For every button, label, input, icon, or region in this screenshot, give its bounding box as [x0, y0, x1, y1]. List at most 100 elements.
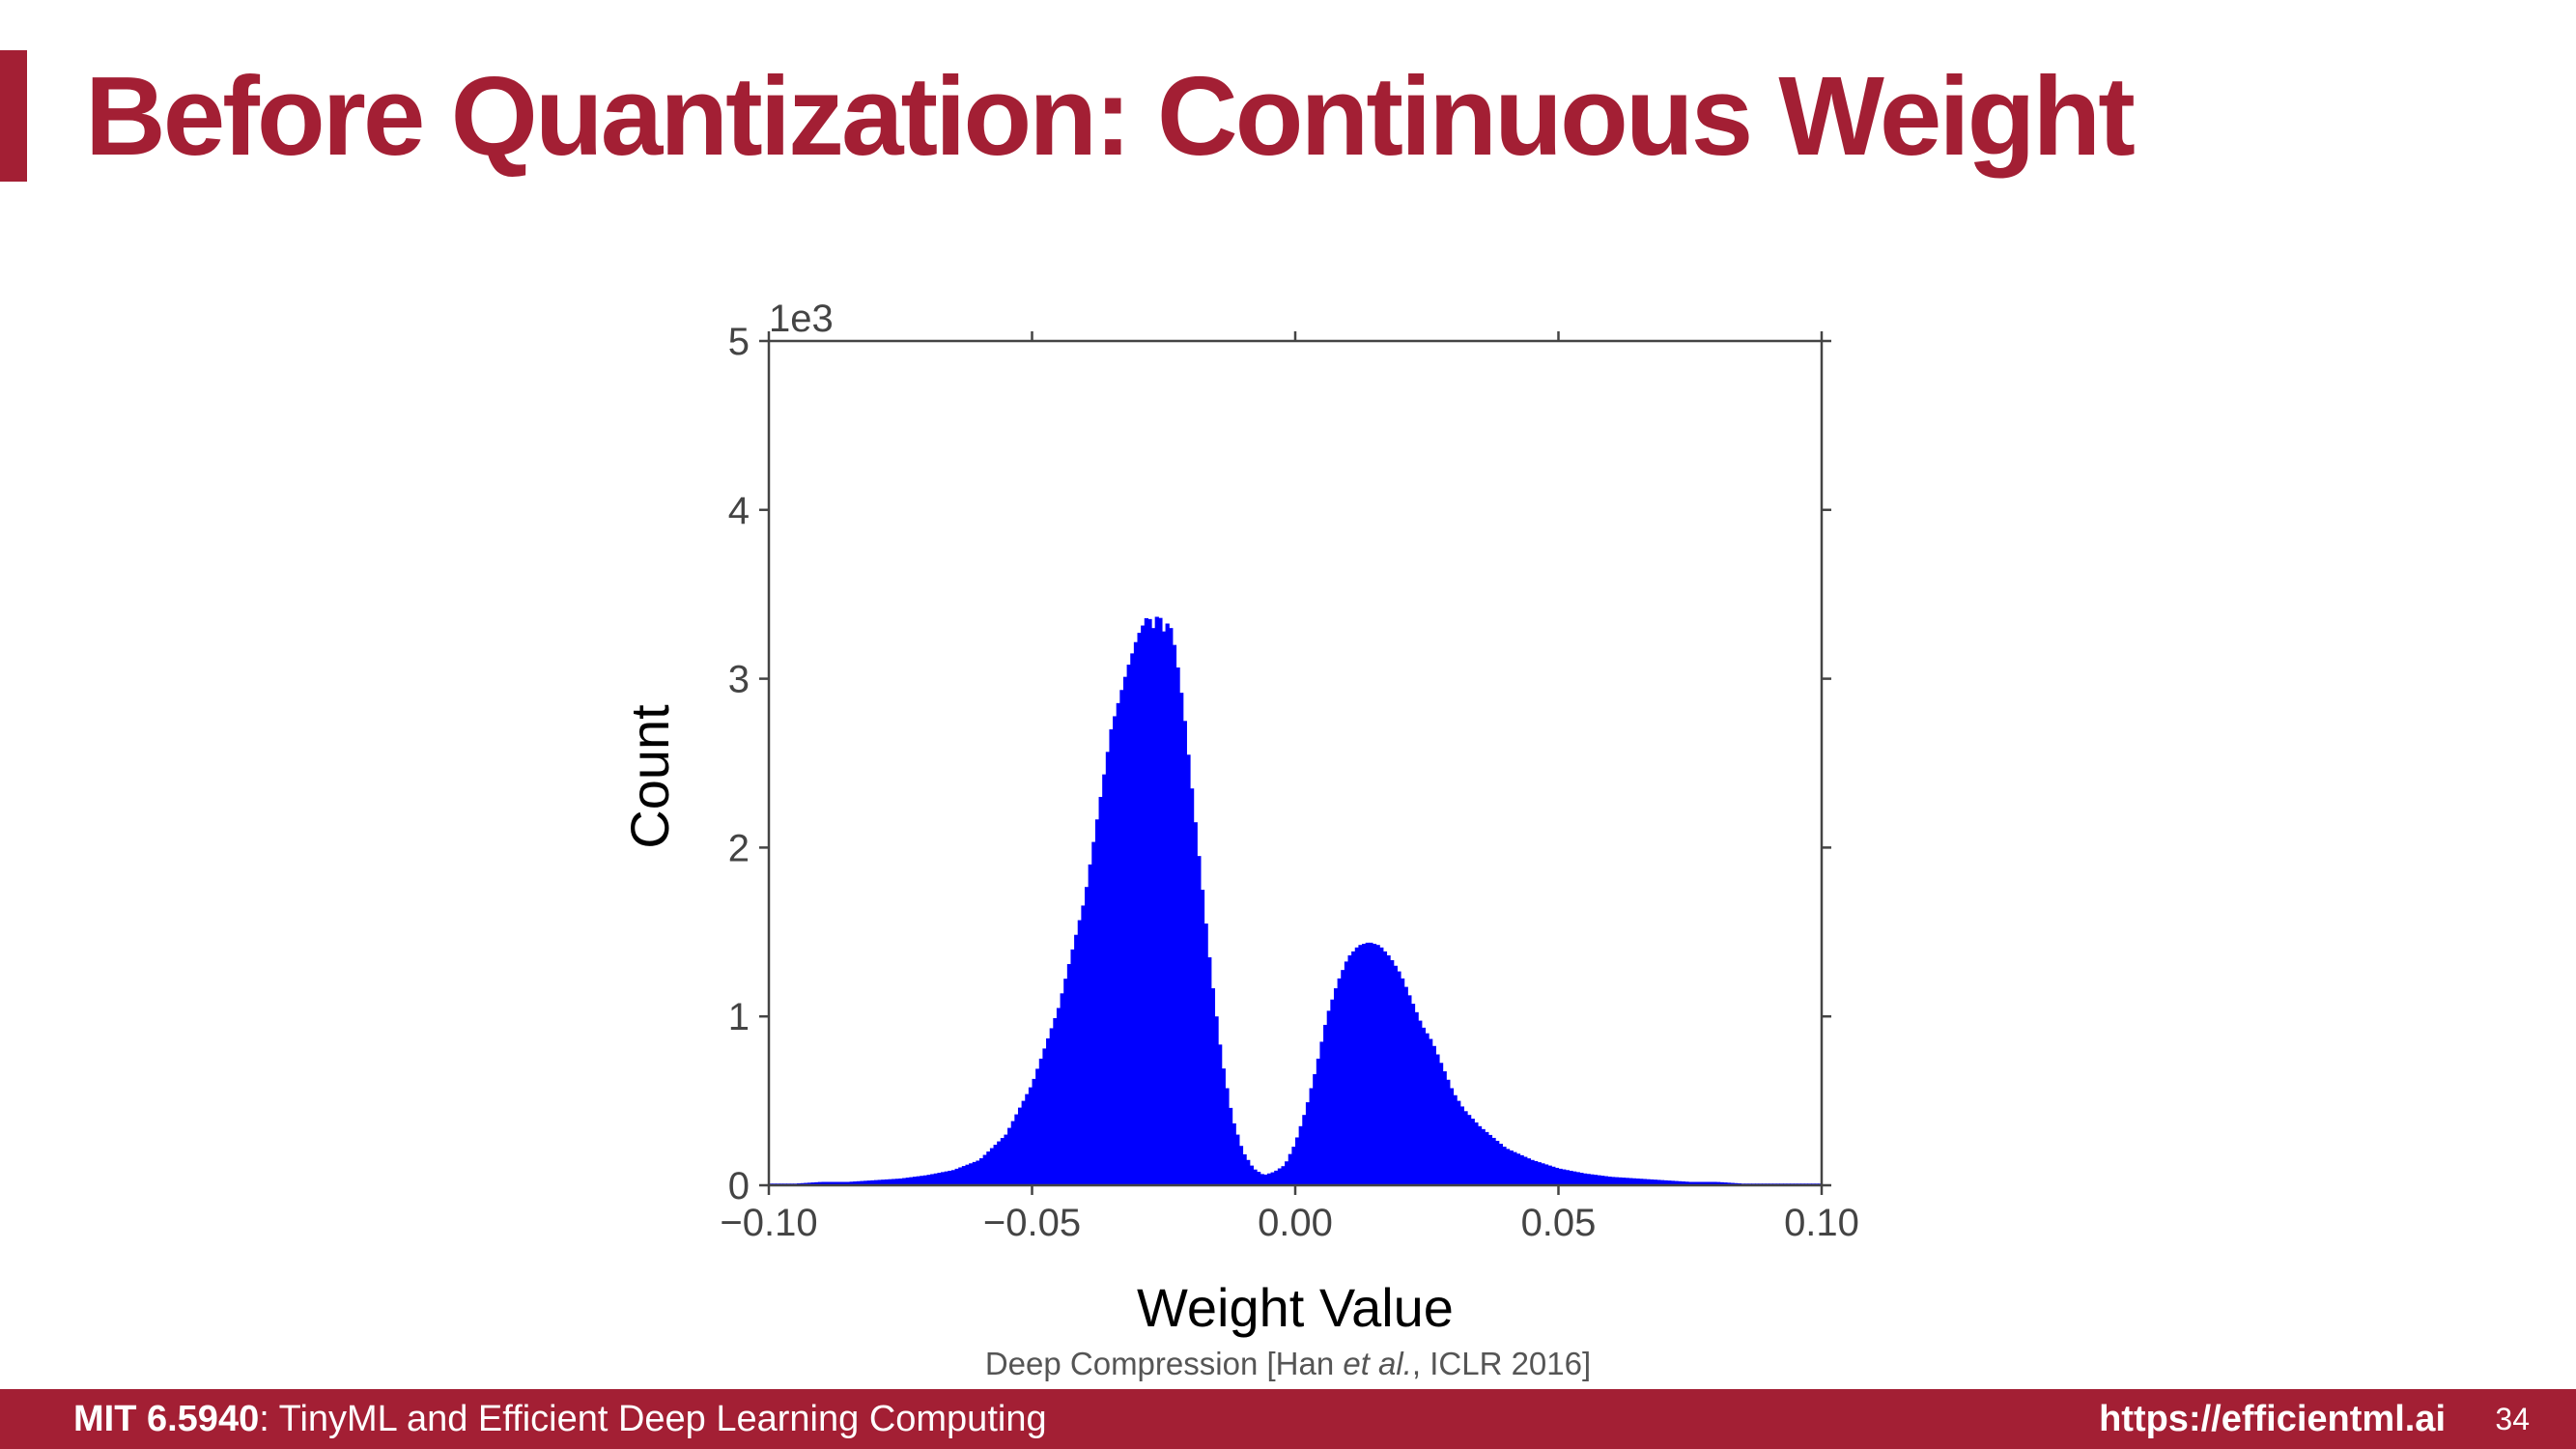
histogram-bar — [1590, 1174, 1595, 1185]
histogram-bar — [948, 1170, 952, 1185]
histogram-bar — [1726, 1182, 1732, 1185]
histogram-bar — [894, 1179, 900, 1185]
histogram-bar — [877, 1179, 882, 1185]
histogram-bar — [1154, 616, 1159, 1185]
histogram-bar — [1231, 1122, 1236, 1185]
histogram-bar — [1397, 971, 1401, 1185]
histogram-bar — [920, 1176, 924, 1185]
histogram-bar — [965, 1164, 970, 1185]
histogram-bar — [1554, 1167, 1560, 1185]
histogram-bar — [1249, 1165, 1254, 1185]
histogram-bar — [825, 1181, 830, 1185]
histogram-bar — [1004, 1134, 1008, 1185]
histogram-bar — [1221, 1068, 1226, 1185]
histogram-bar — [1000, 1138, 1005, 1185]
histogram-bar — [1281, 1166, 1286, 1185]
slide-title: Before Quantization: Continuous Weight — [85, 53, 2136, 179]
histogram-bar — [1547, 1165, 1552, 1185]
histogram-bar — [863, 1180, 868, 1185]
histogram-bar — [1344, 961, 1349, 1185]
histogram-bar — [1674, 1180, 1679, 1185]
histogram-bar — [944, 1171, 948, 1185]
histogram-bar — [1109, 729, 1114, 1185]
histogram-bar — [1141, 625, 1146, 1185]
histogram-bar — [1470, 1119, 1475, 1185]
histogram-bar — [1056, 1008, 1062, 1185]
histogram-bar — [1698, 1181, 1704, 1185]
histogram-bar — [1431, 1045, 1436, 1185]
histogram-bar — [1102, 774, 1107, 1185]
histogram-bar — [1263, 1174, 1268, 1185]
histogram-bar — [1207, 957, 1212, 1185]
footer-course-code: MIT 6.5940 — [73, 1399, 260, 1439]
histogram-bar — [1098, 796, 1103, 1185]
histogram-bar — [1253, 1169, 1258, 1185]
histogram-bar — [1274, 1170, 1279, 1185]
x-tick-label: 0.10 — [1784, 1202, 1859, 1244]
histogram-bar — [1393, 965, 1398, 1185]
histogram-bar — [1197, 856, 1202, 1185]
histogram-bar — [856, 1180, 862, 1185]
y-axis-label: Count — [619, 704, 680, 849]
histogram-bar — [1035, 1068, 1040, 1185]
histogram-bar — [1017, 1107, 1023, 1185]
histogram-bar — [1487, 1134, 1493, 1185]
histogram-bar — [1238, 1146, 1244, 1185]
histogram-bar — [1158, 617, 1163, 1185]
histogram-bar — [1403, 986, 1408, 1185]
histogram-bar — [1365, 942, 1370, 1185]
histogram-bar — [1477, 1125, 1483, 1185]
histogram-bar — [1534, 1160, 1539, 1185]
histogram-bar — [1285, 1161, 1289, 1185]
histogram-bar — [1481, 1128, 1486, 1185]
histogram-bar — [874, 1179, 879, 1185]
histogram-bar — [909, 1177, 914, 1185]
histogram-bar — [1670, 1180, 1675, 1185]
histogram-bar — [814, 1181, 819, 1185]
histogram-bar — [849, 1181, 854, 1185]
x-tick-label: −0.10 — [720, 1202, 817, 1244]
histogram-bar — [1474, 1122, 1479, 1185]
histogram-bar — [1414, 1011, 1419, 1185]
histogram-bar — [1372, 944, 1377, 1185]
histogram-bar — [1063, 979, 1068, 1185]
histogram-bar — [1053, 1017, 1058, 1185]
histogram-bar — [926, 1175, 931, 1185]
histogram-bar — [1144, 617, 1148, 1185]
histogram-bar — [1678, 1180, 1683, 1185]
histogram-bar — [1438, 1063, 1444, 1185]
histogram-bar — [1077, 920, 1082, 1185]
histogram-bar — [1228, 1107, 1233, 1185]
histogram-bar — [828, 1181, 833, 1185]
histogram-bar — [1575, 1172, 1580, 1185]
histogram-bar — [1200, 890, 1205, 1185]
histogram-bar — [1130, 653, 1135, 1185]
page-number: 34 — [2495, 1402, 2530, 1436]
histogram-bar — [1562, 1169, 1567, 1185]
histogram-bar — [1457, 1100, 1461, 1185]
histogram-bar — [1326, 1010, 1331, 1185]
histogram-bar — [1709, 1181, 1713, 1185]
histogram-bar — [870, 1179, 875, 1185]
histogram-bar — [1695, 1181, 1700, 1185]
plot-frame — [767, 339, 1824, 1187]
histogram-bar — [1628, 1178, 1633, 1185]
histogram-bar — [1642, 1179, 1647, 1185]
histogram-bar — [1523, 1156, 1528, 1185]
histogram-bar — [1147, 618, 1152, 1185]
histogram-bar — [1246, 1159, 1251, 1185]
histogram-bar — [1291, 1147, 1296, 1185]
histogram-bar — [1113, 716, 1118, 1185]
x-tick-label: 0.05 — [1521, 1202, 1597, 1244]
histogram-bar — [1551, 1166, 1556, 1185]
histogram-bar — [1341, 970, 1345, 1185]
histogram-bar — [1094, 819, 1100, 1185]
histogram-bar — [1060, 993, 1064, 1185]
x-axis-label: Weight Value — [1137, 1277, 1454, 1338]
footer-url-link[interactable]: https://efficientml.ai — [2099, 1399, 2446, 1439]
histogram-bar — [1421, 1027, 1427, 1185]
histogram-bar — [1491, 1137, 1496, 1185]
histogram-bar — [1161, 631, 1167, 1185]
histogram-bar — [842, 1181, 847, 1185]
histogram-bar — [972, 1161, 977, 1185]
